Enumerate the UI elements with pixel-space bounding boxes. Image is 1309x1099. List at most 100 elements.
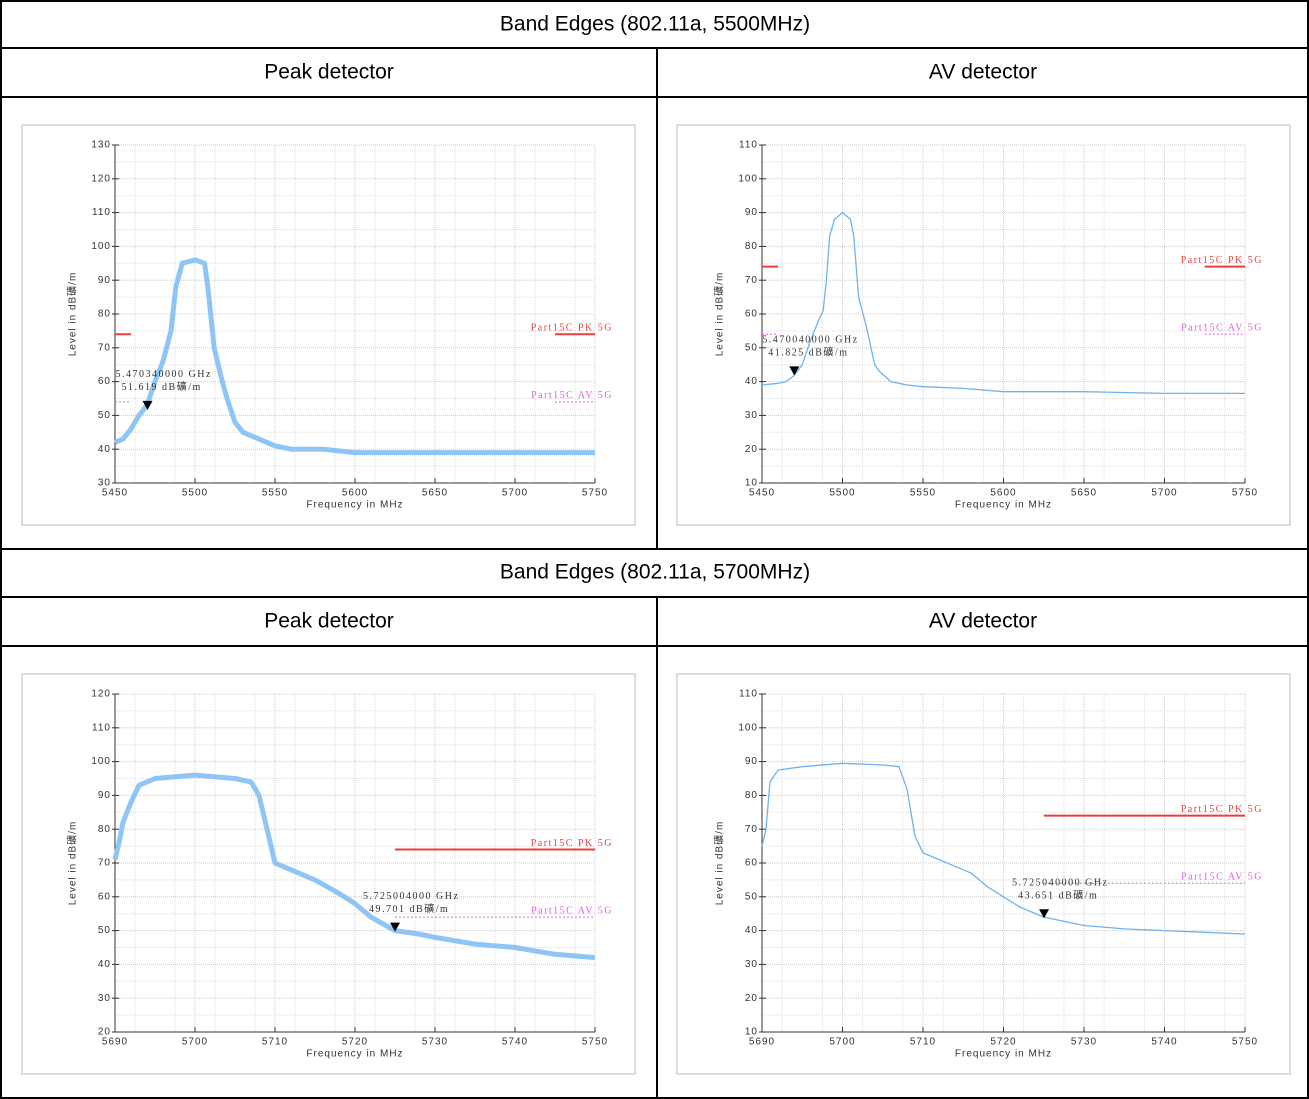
limit-label: Part15C AV 5G [1181, 323, 1263, 334]
y-tick-label: 110 [92, 207, 111, 218]
y-tick-label: 60 [98, 891, 111, 902]
y-tick-label: 100 [738, 722, 758, 733]
limit-label: Part15C AV 5G [531, 390, 613, 401]
limit-label: Part15C AV 5G [1181, 872, 1263, 883]
spectrum-line [761, 211, 1245, 395]
x-tick-label: 5700 [502, 488, 528, 499]
y-tick-label: 40 [745, 925, 758, 936]
y-tick-label: 50 [745, 891, 758, 902]
x-axis-label: Frequency in MHz [955, 1049, 1052, 1060]
limit-label: Part15C PK 5G [531, 323, 613, 334]
y-tick-label: 80 [98, 824, 111, 835]
y-tick-label: 20 [745, 444, 758, 455]
marker-freq: 5.470040000 GHz [762, 335, 858, 346]
x-tick-label: 5730 [1071, 1037, 1097, 1048]
y-tick-label: 80 [98, 309, 111, 320]
x-tick-label: 5730 [422, 1037, 448, 1048]
marker-level: 43.651 dB礦/m [1018, 889, 1098, 902]
y-tick-label: 110 [92, 722, 111, 733]
y-tick-label: 60 [745, 858, 758, 869]
x-tick-label: 5550 [910, 488, 936, 499]
y-tick-label: 20 [745, 993, 758, 1004]
spectrum-line [112, 772, 596, 961]
marker-freq: 5.470340000 GHz [116, 369, 212, 380]
y-tick-label: 110 [739, 689, 758, 700]
y-tick-label: 70 [745, 275, 758, 286]
x-tick-label: 5710 [262, 1037, 288, 1048]
y-tick-label: 60 [745, 309, 758, 320]
y-tick-label: 90 [98, 790, 111, 801]
y-tick-label: 70 [98, 342, 111, 353]
marker-level: 49.701 dB礦/m [369, 902, 449, 915]
x-tick-label: 5700 [829, 1037, 855, 1048]
y-tick-label: 50 [745, 342, 758, 353]
section-title: Band Edges (802.11a, 5700MHz) [500, 561, 810, 584]
x-tick-label: 5450 [749, 488, 775, 499]
y-tick-label: 40 [745, 376, 758, 387]
y-axis-label: Level in dB礦/m [66, 272, 79, 357]
y-tick-label: 70 [98, 858, 111, 869]
y-tick-label: 90 [745, 756, 758, 767]
spectrum-line [761, 762, 1246, 935]
x-tick-label: 5650 [422, 488, 448, 499]
limit-label: Part15C PK 5G [1181, 804, 1263, 815]
x-tick-label: 5700 [182, 1037, 208, 1048]
y-tick-label: 100 [91, 756, 111, 767]
y-tick-label: 60 [98, 376, 111, 387]
y-tick-label: 40 [98, 959, 111, 970]
y-tick-label: 70 [745, 824, 758, 835]
x-tick-label: 5740 [1151, 1037, 1177, 1048]
y-tick-label: 10 [745, 478, 758, 489]
x-axis-label: Frequency in MHz [955, 500, 1052, 511]
column-header: AV detector [929, 610, 1037, 633]
y-tick-label: 120 [91, 173, 111, 184]
y-tick-label: 30 [745, 410, 758, 421]
y-tick-label: 30 [745, 959, 758, 970]
marker [789, 366, 800, 376]
y-tick-label: 110 [739, 140, 758, 151]
marker-freq: 5.725040000 GHz [1012, 878, 1108, 889]
limit-label: Part15C AV 5G [531, 905, 613, 916]
y-tick-label: 50 [98, 410, 111, 421]
y-tick-label: 90 [745, 207, 758, 218]
y-tick-label: 20 [98, 1027, 111, 1038]
y-axis-label: Level in dB礦/m [713, 272, 726, 357]
limit-label: Part15C PK 5G [1181, 255, 1263, 266]
marker-level: 41.825 dB礦/m [768, 346, 848, 359]
x-tick-label: 5450 [102, 488, 128, 499]
chart-frame [21, 673, 636, 1075]
y-tick-label: 10 [745, 1027, 758, 1038]
y-tick-label: 30 [98, 478, 111, 489]
y-tick-label: 100 [738, 173, 758, 184]
x-axis-label: Frequency in MHz [306, 1049, 403, 1060]
column-header: Peak detector [264, 61, 394, 84]
column-header: Peak detector [264, 610, 394, 633]
y-tick-label: 30 [98, 993, 111, 1004]
x-tick-label: 5750 [1232, 488, 1258, 499]
table-rules [1, 47, 1308, 1098]
limit-label: Part15C PK 5G [531, 838, 613, 849]
y-tick-label: 80 [745, 790, 758, 801]
marker-freq: 5.725004000 GHz [363, 891, 459, 902]
y-tick-label: 130 [91, 140, 111, 151]
y-axis-label: Level in dB礦/m [713, 821, 726, 906]
x-tick-label: 5690 [102, 1037, 128, 1048]
x-tick-label: 5600 [342, 488, 368, 499]
y-tick-label: 40 [98, 444, 111, 455]
marker-level: 51.619 dB礦/m [122, 380, 202, 393]
chart-frame [21, 124, 636, 526]
column-header: AV detector [929, 61, 1037, 84]
marker [142, 400, 153, 410]
y-tick-label: 120 [91, 689, 111, 700]
y-axis-label: Level in dB礦/m [66, 821, 79, 906]
x-tick-label: 5750 [582, 1037, 608, 1048]
x-tick-label: 5720 [990, 1037, 1016, 1048]
x-tick-label: 5720 [342, 1037, 368, 1048]
x-tick-label: 5690 [749, 1037, 775, 1048]
y-tick-label: 90 [98, 275, 111, 286]
marker [390, 922, 401, 932]
x-tick-label: 5700 [1151, 488, 1177, 499]
x-axis-label: Frequency in MHz [306, 500, 403, 511]
x-tick-label: 5750 [582, 488, 608, 499]
